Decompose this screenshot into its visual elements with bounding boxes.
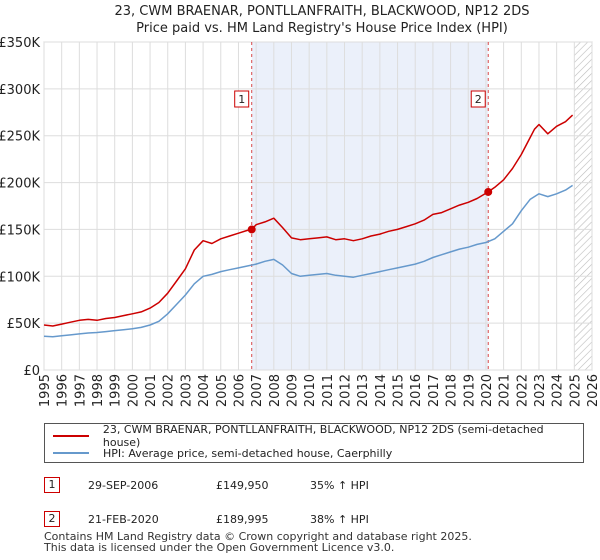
x-tick-label: 2026 (586, 374, 600, 407)
sale-number-badge: 2 (44, 511, 60, 527)
x-tick-label: 2015 (392, 374, 407, 407)
y-tick-label: £250K (0, 130, 40, 145)
x-tick-label: 2000 (126, 374, 141, 407)
y-tick-label: £200K (0, 177, 40, 192)
sale-price: £189,995 (216, 513, 269, 526)
legend-swatch-blue (53, 452, 89, 454)
sale-price: £149,950 (216, 479, 269, 492)
sales-table: 1 29-SEP-2006 £149,950 35% ↑ HPI 2 21-FE… (44, 472, 584, 540)
y-tick-label: £50K (7, 317, 41, 332)
x-tick-label: 2017 (427, 374, 442, 407)
sale-date: 21-FEB-2020 (88, 513, 159, 526)
x-tick-label: 1999 (109, 374, 124, 407)
legend-swatch-red (53, 435, 89, 437)
x-tick-label: 2009 (285, 374, 300, 407)
price-chart: 23, CWM BRAENAR, PONTLLANFRAITH, BLACKWO… (0, 4, 600, 407)
sale-label: 1 (238, 93, 245, 106)
sale-row: 2 21-FEB-2020 £189,995 38% ↑ HPI (44, 506, 584, 540)
ownership-shade (251, 42, 489, 370)
x-tick-label: 2022 (515, 374, 530, 407)
x-tick-label: 2010 (303, 374, 318, 407)
sale-number-badge: 1 (44, 477, 60, 493)
x-tick-label: 2003 (179, 374, 194, 407)
y-tick-label: £100K (0, 270, 40, 285)
sale-date: 29-SEP-2006 (88, 479, 159, 492)
x-tick-label: 1995 (38, 374, 53, 407)
x-tick-label: 1998 (91, 374, 106, 407)
sale-hpi-change: 38% ↑ HPI (310, 513, 369, 526)
x-tick-label: 2004 (197, 374, 212, 407)
legend-label-property: 23, CWM BRAENAR, PONTLLANFRAITH, BLACKWO… (102, 423, 544, 449)
x-tick-label: 2018 (445, 374, 460, 407)
sale-label-box (234, 90, 250, 108)
x-tick-label: 2002 (162, 374, 177, 407)
sale-point (484, 187, 493, 196)
x-tick-label: 2024 (551, 374, 566, 407)
chart-legend: 23, CWM BRAENAR, PONTLLANFRAITH, BLACKWO… (44, 423, 584, 463)
x-tick-label: 2006 (232, 374, 247, 407)
x-tick-label: 2012 (339, 374, 354, 407)
sale-point (247, 225, 256, 234)
x-tick-label: 2014 (374, 374, 389, 407)
chart-subtitle: Price paid vs. HM Land Registry's House … (136, 21, 508, 36)
footer-line-copyright: Contains HM Land Registry data © Crown c… (44, 530, 472, 543)
x-tick-label: 2001 (144, 374, 159, 407)
x-tick-label: 1996 (56, 374, 71, 407)
x-tick-label: 2011 (321, 374, 336, 407)
hpi-series-line (43, 184, 574, 338)
sale-label-box (470, 90, 486, 108)
legend-item-property: 23, CWM BRAENAR, PONTLLANFRAITH, BLACKWO… (45, 423, 583, 449)
y-tick-label: £0 (23, 364, 40, 379)
x-tick-label: 1997 (73, 374, 88, 407)
sale-hpi-change: 35% ↑ HPI (310, 479, 369, 492)
x-tick-label: 2007 (250, 374, 265, 407)
forecast-hatch (574, 42, 592, 370)
chart-title: 23, CWM BRAENAR, PONTLLANFRAITH, BLACKWO… (115, 4, 530, 19)
x-tick-label: 2021 (498, 374, 513, 407)
sale-row: 1 29-SEP-2006 £149,950 35% ↑ HPI (44, 472, 584, 506)
property-series-line (43, 114, 574, 327)
footer-line-licence: This data is licensed under the Open Gov… (44, 541, 395, 554)
legend-item-hpi: HPI: Average price, semi-detached house,… (45, 444, 392, 462)
sale-label: 2 (475, 93, 482, 106)
y-tick-label: £150K (0, 223, 40, 238)
legend-label-hpi: HPI: Average price, semi-detached house,… (103, 446, 393, 460)
x-tick-label: 2020 (480, 374, 495, 407)
x-tick-label: 2023 (533, 374, 548, 407)
y-tick-label: £300K (0, 83, 40, 98)
y-tick-label: £350K (0, 36, 40, 51)
copyright-footer: Contains HM Land Registry data © Crown c… (44, 531, 472, 553)
x-tick-label: 2013 (356, 374, 371, 407)
x-tick-label: 2025 (568, 374, 583, 407)
x-tick-label: 2016 (409, 374, 424, 407)
x-tick-label: 2005 (215, 374, 230, 407)
x-tick-label: 2019 (462, 374, 477, 407)
x-tick-label: 2008 (268, 374, 283, 407)
